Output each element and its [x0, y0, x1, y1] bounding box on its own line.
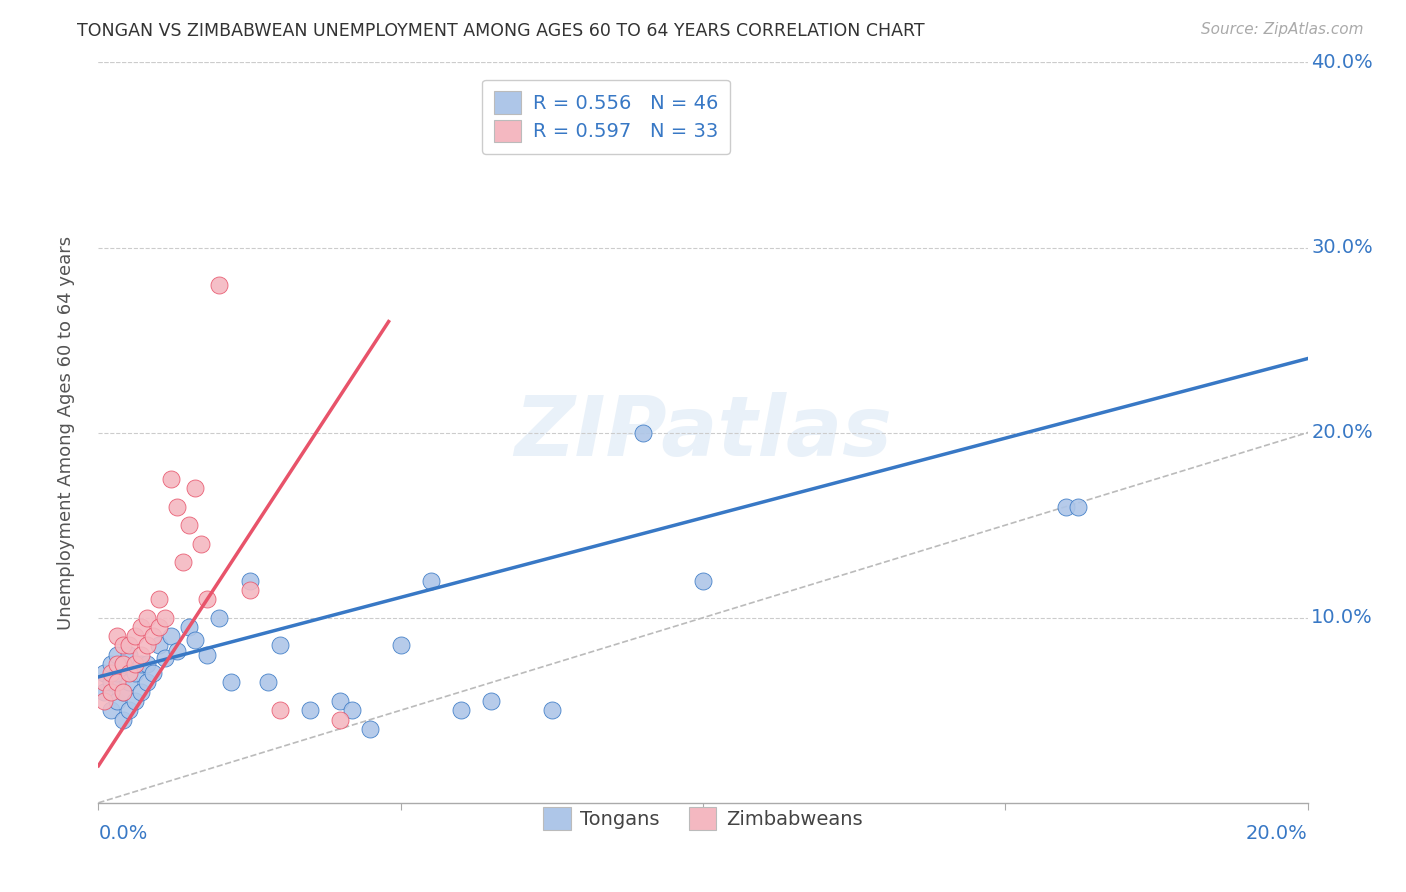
Point — [153, 651, 176, 665]
Text: 20.0%: 20.0% — [1246, 823, 1308, 843]
Point — [160, 472, 183, 486]
Point — [179, 620, 201, 634]
Point — [1067, 500, 1090, 514]
Point — [111, 685, 134, 699]
Point — [124, 694, 146, 708]
Point — [190, 536, 212, 550]
Point — [239, 582, 262, 597]
Point — [166, 500, 188, 514]
Text: 20.0%: 20.0% — [1312, 423, 1372, 442]
Point — [329, 713, 352, 727]
Point — [239, 574, 262, 588]
Point — [129, 657, 152, 671]
Point — [118, 703, 141, 717]
Point — [111, 657, 134, 671]
Point — [179, 518, 201, 533]
Point — [195, 592, 218, 607]
Point — [124, 629, 146, 643]
Point — [111, 639, 134, 653]
Point — [100, 675, 122, 690]
Point — [105, 694, 128, 708]
Point — [105, 675, 128, 690]
Point — [256, 675, 278, 690]
Point — [118, 639, 141, 653]
Point — [148, 592, 170, 607]
Y-axis label: Unemployment Among Ages 60 to 64 years: Unemployment Among Ages 60 to 64 years — [56, 235, 75, 630]
Point — [160, 629, 183, 643]
Point — [450, 703, 472, 717]
Text: Source: ZipAtlas.com: Source: ZipAtlas.com — [1201, 22, 1364, 37]
Point — [342, 703, 364, 717]
Point — [631, 425, 654, 440]
Point — [184, 481, 207, 495]
Point — [124, 657, 146, 671]
Point — [124, 666, 146, 681]
Point — [299, 703, 322, 717]
Point — [420, 574, 443, 588]
Point — [269, 639, 291, 653]
Text: 10.0%: 10.0% — [1312, 608, 1372, 627]
Point — [481, 694, 503, 708]
Point — [105, 666, 128, 681]
Point — [208, 610, 231, 624]
Point — [329, 694, 352, 708]
Point — [100, 666, 122, 681]
Point — [129, 685, 152, 699]
Point — [111, 713, 134, 727]
Point — [269, 703, 291, 717]
Point — [111, 657, 134, 671]
Text: 40.0%: 40.0% — [1312, 53, 1372, 72]
Text: 0.0%: 0.0% — [98, 823, 148, 843]
Point — [93, 666, 115, 681]
Point — [100, 703, 122, 717]
Point — [135, 675, 157, 690]
Point — [142, 666, 165, 681]
Point — [129, 620, 152, 634]
Point — [111, 685, 134, 699]
Text: ZIPatlas: ZIPatlas — [515, 392, 891, 473]
Point — [1054, 500, 1077, 514]
Point — [135, 657, 157, 671]
Point — [105, 629, 128, 643]
Point — [142, 629, 165, 643]
Point — [195, 648, 218, 662]
Point — [100, 657, 122, 671]
Point — [93, 675, 115, 690]
Point — [221, 675, 243, 690]
Point — [105, 648, 128, 662]
Point — [93, 694, 115, 708]
Point — [118, 675, 141, 690]
Legend: Tongans, Zimbabweans: Tongans, Zimbabweans — [536, 799, 870, 838]
Point — [135, 610, 157, 624]
Point — [118, 666, 141, 681]
Point — [360, 722, 382, 736]
Point — [129, 648, 152, 662]
Point — [540, 703, 562, 717]
Point — [105, 657, 128, 671]
Point — [93, 685, 115, 699]
Point — [148, 620, 170, 634]
Point — [184, 632, 207, 647]
Point — [153, 610, 176, 624]
Point — [135, 639, 157, 653]
Point — [692, 574, 714, 588]
Point — [172, 555, 194, 569]
Point — [100, 685, 122, 699]
Point — [208, 277, 231, 292]
Point — [118, 648, 141, 662]
Point — [389, 639, 412, 653]
Point — [148, 639, 170, 653]
Text: TONGAN VS ZIMBABWEAN UNEMPLOYMENT AMONG AGES 60 TO 64 YEARS CORRELATION CHART: TONGAN VS ZIMBABWEAN UNEMPLOYMENT AMONG … — [77, 22, 925, 40]
Text: 30.0%: 30.0% — [1312, 238, 1372, 257]
Point — [166, 644, 188, 658]
